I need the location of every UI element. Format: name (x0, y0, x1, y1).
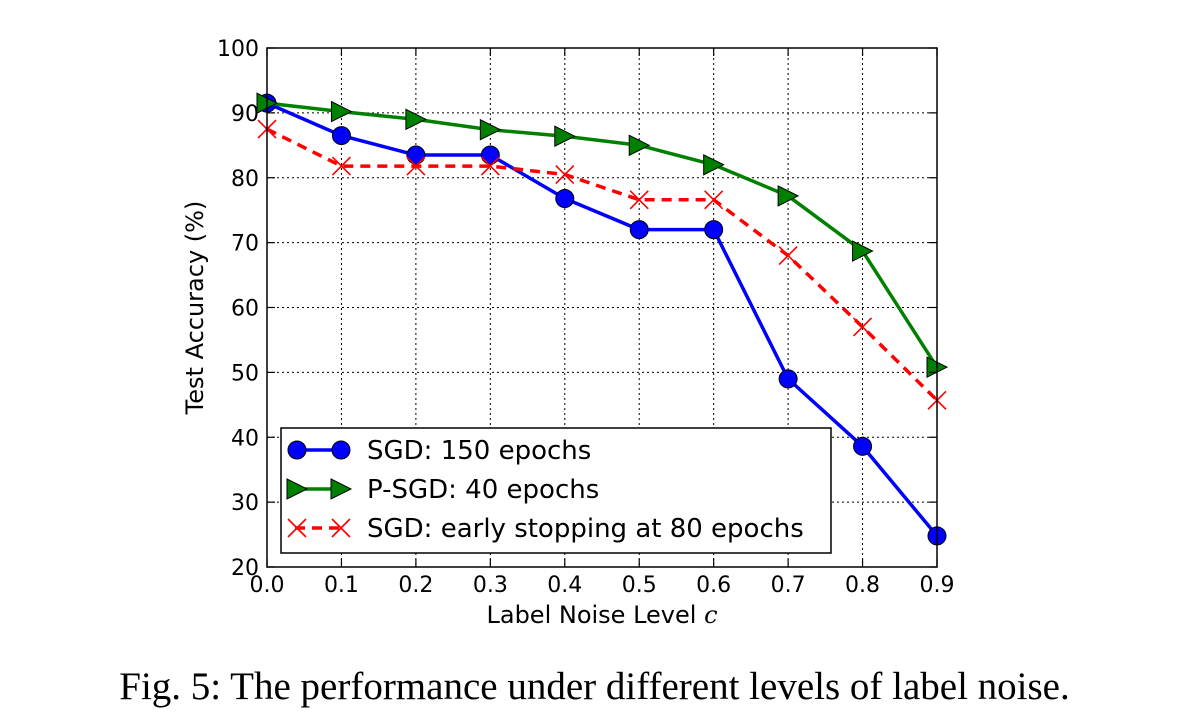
y-axis-label: Test Accuracy (%) (181, 201, 209, 416)
legend-marker (330, 478, 353, 500)
data-point (629, 220, 649, 240)
legend-marker (287, 440, 307, 460)
data-point (778, 246, 798, 266)
y-tick-label: 80 (231, 167, 259, 192)
series-line (266, 127, 939, 402)
legend-marker (331, 518, 351, 538)
data-point (853, 436, 873, 456)
data-point (480, 156, 500, 176)
data-point (406, 156, 426, 176)
data-point (852, 240, 874, 262)
x-axis-label: Label Noise Level c (486, 601, 717, 629)
y-tick-label: 90 (231, 102, 259, 127)
x-tick-label: 0.4 (547, 573, 582, 598)
x-tick-label: 0.2 (398, 573, 433, 598)
data-point (554, 125, 576, 148)
legend-marker (287, 518, 307, 538)
legend-box (280, 427, 832, 554)
figure-caption: Fig. 5: The performance under different … (119, 665, 1070, 708)
data-point (555, 164, 575, 185)
legend-entry: SGD: early stopping at 80 epochs (287, 514, 804, 544)
data-point (555, 189, 575, 209)
series-2 (257, 119, 947, 410)
y-tick-label: 40 (231, 426, 259, 451)
data-point (480, 145, 500, 165)
y-tick-label: 60 (231, 297, 259, 322)
data-point (406, 145, 426, 165)
x-tick-label: 0.6 (696, 573, 731, 598)
data-point (704, 190, 724, 210)
data-point (778, 369, 798, 389)
data-point (331, 126, 351, 146)
legend-label: SGD: 150 epochs (367, 436, 591, 466)
x-tick-label: 0.8 (845, 573, 880, 598)
data-point (629, 190, 649, 210)
series-1 (256, 92, 949, 378)
x-tick-label: 0.0 (250, 573, 285, 598)
data-point (405, 108, 428, 131)
y-tick-label: 50 (231, 361, 259, 386)
data-point (628, 134, 651, 157)
y-tick-label: 100 (217, 37, 259, 62)
data-point (852, 317, 873, 337)
data-point (703, 153, 725, 176)
x-tick-label: 0.3 (473, 573, 508, 598)
tick-labels: 0.0 0.1 0.2 0.3 0.4 0.5 0.6 0.7 0.8 0.9 20 30 40 50 60… (217, 37, 955, 598)
legend-entry: SGD: 150 epochs (287, 436, 591, 466)
y-tick-label: 70 (231, 232, 259, 257)
tick-marks (266, 47, 938, 568)
legend-entry: P-SGD: 40 epochs (286, 475, 599, 505)
x-tick-label: 0.5 (622, 573, 657, 598)
data-point (777, 185, 800, 207)
legend-marker (331, 440, 351, 460)
legend-label: SGD: early stopping at 80 epochs (367, 514, 804, 544)
y-tick-label: 20 (231, 556, 259, 581)
x-tick-label: 0.1 (324, 573, 359, 598)
x-tick-label: 0.7 (771, 573, 806, 598)
x-tick-label: 0.9 (920, 573, 955, 598)
series-line (266, 101, 939, 537)
y-tick-label: 30 (231, 491, 259, 516)
legend: SGD: 150 epochs P-SGD: 40 epochs SGD: earl… (280, 427, 832, 554)
data-point (330, 100, 353, 123)
data-point (704, 220, 724, 240)
legend-label: P-SGD: 40 epochs (367, 475, 599, 505)
data-point (479, 118, 502, 141)
series-line (266, 101, 939, 369)
data-point (331, 156, 352, 176)
legend-marker (286, 478, 309, 500)
